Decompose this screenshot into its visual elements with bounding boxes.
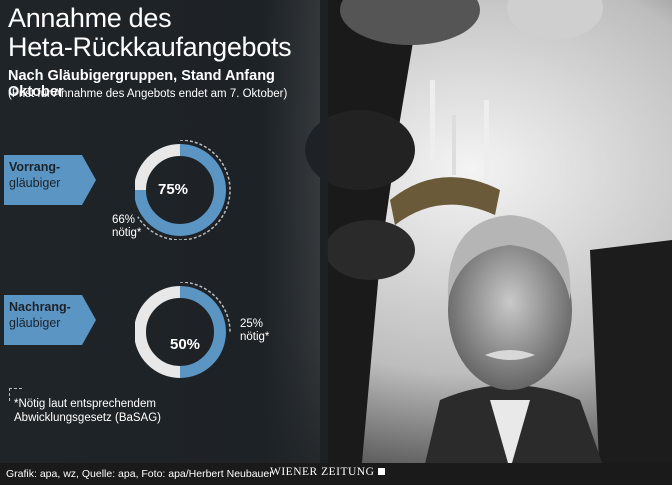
infographic-panel: Annahme des Heta-Rückkaufangebots Nach G… (0, 0, 328, 485)
deadline-note: (Frist für Annahme des Angebots endet am… (8, 88, 288, 100)
accepted-arc-2 (179, 286, 226, 378)
required-label-1: 66% nötig* (112, 214, 142, 239)
publisher-logo: WIENER ZEITUNG (270, 466, 386, 478)
group-sublabel-2: gläubiger (9, 316, 61, 330)
group-label-1: Vorrang- (9, 160, 61, 174)
group-arrow-2 (4, 295, 96, 345)
donut-chart-1 (135, 140, 231, 240)
credit-text: Grafik: apa, wz, Quelle: apa, Foto: apa/… (6, 468, 273, 480)
accepted-arc-1 (135, 144, 226, 236)
remaining-arc-2 (135, 286, 181, 378)
footnote-marker (9, 388, 22, 401)
donut-chart-2 (135, 282, 231, 378)
chart-title: Annahme des Heta-Rückkaufangebots (8, 3, 292, 62)
credit-bar: Grafik: apa, wz, Quelle: apa, Foto: apa/… (0, 463, 672, 485)
value-label-1: 75% (157, 181, 189, 198)
group-sublabel-1: gläubiger (9, 176, 61, 190)
chart-subtitle: Nach Gläubigergruppen, Stand Anfang Okto… (8, 68, 275, 100)
footnote: *Nötig laut entsprechendem Abwicklungsge… (14, 398, 162, 424)
group-label-2: Nachrang- (9, 300, 71, 314)
group-arrow-1 (4, 155, 96, 205)
value-label-2: 50% (169, 336, 201, 353)
required-label-2: 25% nötig* (240, 318, 270, 343)
remaining-arc-1 (135, 144, 181, 191)
required-threshold-arc-1 (137, 140, 231, 240)
